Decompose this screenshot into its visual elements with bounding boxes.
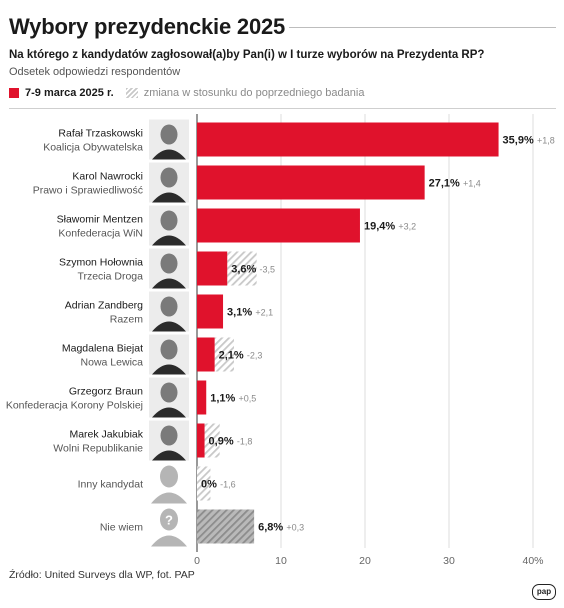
portrait-icon bbox=[149, 162, 189, 203]
value-label: 35,9% bbox=[503, 135, 534, 147]
change-hatch bbox=[197, 466, 211, 501]
x-tick-label: 10 bbox=[275, 555, 287, 567]
x-tick-label: 0 bbox=[194, 555, 200, 567]
category-row: Adrian Zandberg Razem 3,1% +2,1 bbox=[65, 291, 273, 332]
value-label: 0,9% bbox=[209, 436, 234, 448]
chart-question: Na którego z kandydatów zagłosował(a)by … bbox=[9, 49, 485, 61]
bar bbox=[197, 423, 205, 458]
value-label: 3,1% bbox=[227, 307, 252, 319]
candidate-party: Koalicja Obywatelska bbox=[43, 142, 143, 154]
portrait-icon bbox=[149, 377, 189, 418]
bar bbox=[197, 165, 425, 200]
chart-title: Wybory prezydenckie 2025 bbox=[9, 14, 286, 39]
change-label: +1,8 bbox=[537, 136, 555, 146]
source-footer: Źródło: United Surveys dla WP, fot. PAP bbox=[9, 569, 195, 581]
x-tick-label: 30 bbox=[443, 555, 455, 567]
change-label: +3,2 bbox=[398, 222, 416, 232]
bar bbox=[197, 208, 360, 243]
value-label: 0% bbox=[201, 479, 217, 491]
title-rule bbox=[289, 27, 556, 28]
change-label: -3,5 bbox=[260, 265, 276, 275]
portrait-icon bbox=[149, 334, 189, 375]
legend-swatch-change bbox=[125, 88, 138, 98]
bar bbox=[197, 251, 228, 286]
candidate-name: Adrian Zandberg bbox=[65, 300, 143, 312]
candidate-name: Marek Jakubiak bbox=[69, 429, 143, 441]
legend-label-main: 7-9 marca 2025 r. bbox=[25, 87, 114, 99]
value-label: 6,8% bbox=[258, 522, 283, 534]
value-label: 19,4% bbox=[364, 221, 395, 233]
category-row: Rafał Trzaskowski Koalicja Obywatelska 35,… bbox=[43, 119, 555, 160]
portrait-icon bbox=[149, 291, 189, 332]
change-label: +2,1 bbox=[255, 308, 273, 318]
candidate-name: Rafał Trzaskowski bbox=[58, 128, 143, 140]
change-label: -1,6 bbox=[220, 480, 236, 490]
portrait-icon bbox=[149, 205, 189, 246]
category-row: Nie wiem? 6,8% +0,3 bbox=[100, 508, 304, 547]
category-row: Marek Jakubiak Wolni Republikanie 0,9% -1,8 bbox=[53, 420, 253, 461]
candidate-party: Konfederacja WiN bbox=[58, 228, 143, 240]
portrait-icon bbox=[149, 248, 189, 289]
change-hatch bbox=[214, 337, 234, 372]
legend-label-change: zmiana w stosunku do poprzedniego badani… bbox=[143, 87, 365, 99]
candidate-name: Sławomir Mentzen bbox=[57, 214, 144, 226]
candidate-name: Grzegorz Braun bbox=[69, 386, 143, 398]
change-label: +0,5 bbox=[239, 394, 257, 404]
legend-rule bbox=[9, 108, 556, 109]
candidate-party: Nowa Lewica bbox=[81, 357, 144, 369]
bar bbox=[197, 294, 224, 329]
candidate-party: Wolni Republikanie bbox=[53, 443, 143, 455]
candidate-name: Inny kandydat bbox=[78, 479, 143, 491]
value-label: 1,1% bbox=[210, 393, 235, 405]
category-row: Magdalena Biejat Nowa Lewica 2,1% -2,3 bbox=[62, 334, 263, 375]
person-silhouette-icon bbox=[151, 465, 187, 504]
change-label: +0,3 bbox=[286, 523, 304, 533]
candidate-party: Razem bbox=[110, 314, 144, 326]
question-mark: ? bbox=[165, 513, 173, 528]
change-hatch bbox=[204, 423, 220, 458]
value-label: 3,6% bbox=[231, 264, 256, 276]
bar bbox=[197, 509, 255, 544]
candidate-name: Nie wiem bbox=[100, 522, 143, 534]
change-label: +1,4 bbox=[463, 179, 481, 189]
candidate-party: Prawo i Sprawiedliwość bbox=[33, 185, 143, 197]
category-row: Szymon Hołownia Trzecia Droga 3,6% -3,5 bbox=[59, 248, 276, 289]
category-row: Sławomir Mentzen Konfederacja WiN 19,4% +3,… bbox=[57, 205, 416, 246]
x-tick-label: 40% bbox=[522, 555, 543, 567]
candidate-name: Szymon Hołownia bbox=[59, 257, 143, 269]
candidate-party: Konfederacja Korony Polskiej bbox=[6, 400, 143, 412]
candidate-party: Trzecia Droga bbox=[77, 271, 143, 283]
change-label: -1,8 bbox=[237, 437, 253, 447]
x-tick-label: 20 bbox=[359, 555, 371, 567]
chart-subtitle: Odsetek odpowiedzi respondentów bbox=[9, 66, 181, 78]
bar bbox=[197, 380, 207, 415]
portrait-icon bbox=[149, 119, 189, 160]
bar bbox=[197, 122, 499, 157]
candidate-name: Karol Nawrocki bbox=[72, 171, 143, 183]
legend-swatch-main bbox=[9, 88, 19, 98]
bar bbox=[197, 337, 215, 372]
change-label: -2,3 bbox=[247, 351, 263, 361]
pap-logo: pap bbox=[532, 584, 556, 600]
legend: 7-9 marca 2025 r. zmiana w stosunku do p… bbox=[9, 86, 364, 100]
portrait-icon bbox=[149, 420, 189, 461]
category-row: Karol Nawrocki Prawo i Sprawiedliwość 27,1… bbox=[33, 162, 481, 203]
candidate-name: Magdalena Biejat bbox=[62, 343, 143, 355]
category-row: Grzegorz Braun Konfederacja Korony Polski… bbox=[6, 377, 257, 418]
value-label: 27,1% bbox=[429, 178, 460, 190]
category-row: Inny kandydat 0% -1,6 bbox=[78, 465, 236, 504]
value-label: 2,1% bbox=[219, 350, 244, 362]
change-hatch bbox=[227, 251, 257, 286]
question-silhouette-icon: ? bbox=[151, 508, 187, 547]
